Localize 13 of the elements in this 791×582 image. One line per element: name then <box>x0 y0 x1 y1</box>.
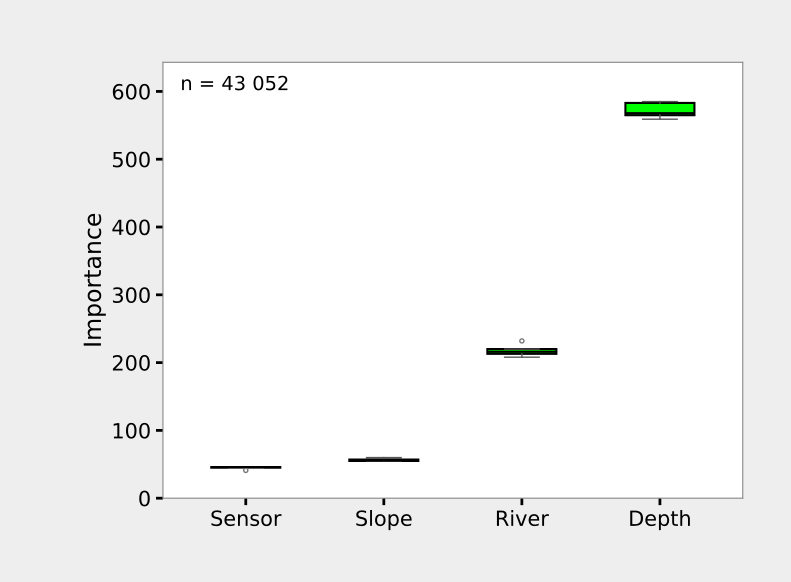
y-tick-label: 0 <box>139 490 150 506</box>
y-tick-label: 500 <box>112 152 150 168</box>
y-axis-title: Importance <box>84 214 106 346</box>
y-tick-label: 100 <box>114 422 150 439</box>
y-tick-label: 600 <box>112 84 150 100</box>
y-tick-label: 400 <box>112 219 150 236</box>
x-tick-label: Slope <box>356 510 412 530</box>
x-tick-label: Depth <box>630 510 690 530</box>
x-tick-label: River <box>496 510 549 526</box>
y-tick-label: 300 <box>112 287 150 304</box>
annotation: n = 43 052 <box>182 76 288 90</box>
y-tick-label: 200 <box>112 355 150 371</box>
x-tick-label: Sensor <box>211 510 282 526</box>
